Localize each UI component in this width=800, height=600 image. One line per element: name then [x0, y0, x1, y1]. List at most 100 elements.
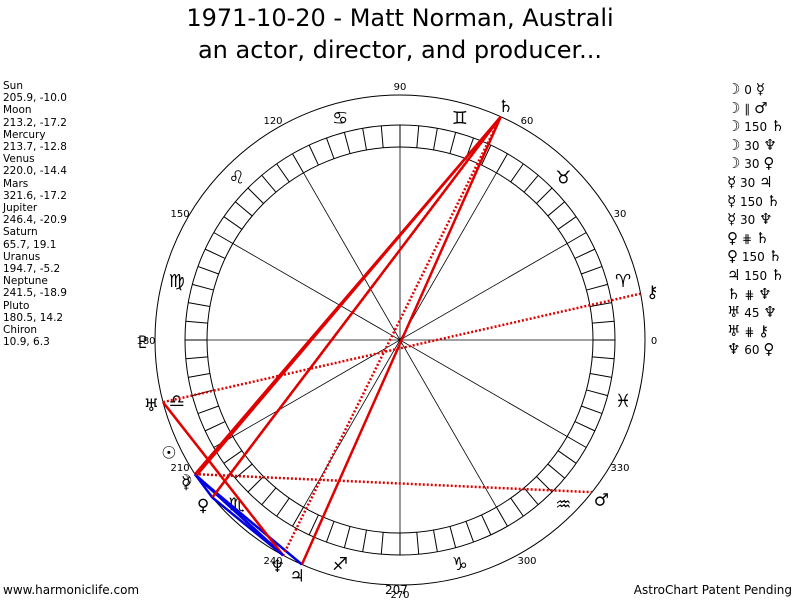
- aspect-row: ♆ 60 ♀: [727, 340, 784, 359]
- degree-tick: [362, 128, 367, 151]
- degree-tick: [592, 356, 615, 360]
- aspect-planet-a-icon: ☽: [727, 135, 741, 154]
- degree-tick: [325, 521, 335, 543]
- degree-tick: [581, 405, 603, 415]
- degree-tick: [566, 232, 587, 244]
- aspect-planet-a-icon: ♅: [727, 303, 741, 322]
- outer-circle: [154, 94, 646, 586]
- planet-name: Saturn: [3, 226, 38, 239]
- degree-label: 90: [394, 82, 407, 93]
- aspect-planet-a-icon: ☽: [727, 154, 741, 173]
- planet-coords: 213.2, -17.2: [3, 116, 67, 129]
- planet-coords: 321.6, -17.2: [3, 189, 67, 202]
- aspect-planet-b-icon: ♄: [771, 265, 785, 284]
- planet-coords: 194.7, -5.2: [3, 263, 61, 276]
- degree-label: 300: [517, 556, 536, 567]
- degree-label: 30: [614, 209, 627, 220]
- degree-tick: [433, 529, 438, 552]
- aspect-row: ☿ 30 ♆: [727, 210, 784, 229]
- aspect-line: [300, 116, 502, 566]
- wheel-bottom-label: 207: [385, 583, 408, 597]
- degree-tick: [581, 265, 603, 275]
- aspect-planet-a-icon: ♄: [727, 284, 741, 303]
- degree-tick: [536, 476, 553, 493]
- planet-name: Pluto: [3, 299, 30, 312]
- planet-name: Chiron: [3, 324, 38, 337]
- aspect-row: ☿ 150 ♄: [727, 192, 784, 211]
- degree-tick: [557, 216, 577, 230]
- degree-tick: [465, 521, 475, 543]
- planet-name: Mercury: [3, 128, 46, 141]
- degree-label: 180: [136, 336, 155, 347]
- degree-tick: [589, 302, 612, 307]
- zodiac-sign-icon: ♌: [229, 168, 245, 189]
- degree-tick: [574, 248, 596, 259]
- aspect-planet-b-icon: ♂: [754, 98, 768, 117]
- zodiac-sign-icon: ♊: [452, 108, 468, 129]
- zodiac-sign-icon: ♓: [615, 391, 631, 412]
- aspect-row: ☿ 30 ♃: [727, 173, 784, 192]
- zodiac-sign-icon: ♋: [332, 108, 348, 129]
- planet-coords: 241.5, -18.9: [3, 287, 67, 300]
- degree-label: 120: [263, 116, 282, 127]
- aspect-line: [281, 116, 502, 556]
- degree-tick: [223, 450, 243, 464]
- aspect-planet-b-icon: ♀: [763, 154, 775, 173]
- degree-label: 270: [390, 590, 409, 600]
- planet-name: Uranus: [3, 250, 41, 263]
- aspect-angle: ⋕: [738, 231, 756, 246]
- planet-glyph-icon: ♅: [144, 396, 159, 416]
- degree-tick: [292, 153, 304, 174]
- degree-tick: [234, 201, 253, 217]
- aspect-planet-a-icon: ♃: [727, 265, 741, 284]
- planet-name: Sun: [3, 80, 23, 92]
- aspect-row: ☽ 150 ♄: [727, 117, 784, 136]
- degree-tick: [292, 506, 304, 527]
- degree-tick: [276, 163, 290, 183]
- aspect-planet-a-icon: ♅: [727, 321, 741, 340]
- planet-glyph-icon: ♃: [289, 567, 304, 587]
- aspect-planet-a-icon: ☿: [727, 172, 737, 191]
- degree-tick: [547, 201, 566, 217]
- planet-glyph-icon: ♄: [498, 97, 513, 117]
- aspect-row: ♅ ⋕ ⚷: [727, 322, 784, 341]
- planet-name: Jupiter: [3, 202, 38, 215]
- aspect-line: [211, 496, 284, 557]
- degree-tick: [204, 248, 226, 259]
- aspect-angle: 30: [736, 213, 760, 228]
- zodiac-sign-icon: ♐: [332, 554, 348, 575]
- degree-tick: [223, 216, 243, 230]
- degree-tick: [380, 125, 384, 148]
- aspect-planet-a-icon: ☽: [727, 117, 741, 136]
- degree-tick: [433, 128, 438, 151]
- zodiac-sign-icon: ♎: [169, 391, 185, 412]
- degree-tick: [547, 463, 566, 479]
- aspect-angle: 30: [740, 157, 764, 172]
- planet-coords: 65.7, 19.1: [3, 238, 57, 251]
- degree-label: 60: [521, 116, 534, 127]
- website-link[interactable]: www.harmoniclife.com: [3, 583, 140, 597]
- aspect-planet-b-icon: ♄: [771, 117, 785, 136]
- page-title: 1971-10-20 - Matt Norman, Australi: [186, 4, 614, 32]
- degree-tick: [449, 526, 457, 548]
- degree-tick: [234, 463, 253, 479]
- zodiac-sign-icon: ♍: [169, 271, 185, 292]
- degree-tick: [589, 373, 612, 378]
- aspect-planet-b-icon: ♃: [759, 172, 773, 191]
- aspect-planet-b-icon: ☿: [755, 80, 765, 98]
- planet-coords: 213.7, -12.8: [3, 141, 67, 154]
- aspect-angle: 150: [738, 250, 769, 265]
- degree-tick: [276, 497, 290, 517]
- patent-notice: AstroChart Patent Pending: [633, 583, 792, 597]
- degree-tick: [247, 187, 264, 204]
- page-subtitle: an actor, director, and producer...: [197, 36, 603, 64]
- aspect-angle: 60: [740, 343, 764, 358]
- aspect-row: ♃ 150 ♄: [727, 266, 784, 285]
- zodiac-sign-icon: ♉: [555, 168, 571, 189]
- degree-tick: [188, 302, 211, 307]
- degree-tick: [586, 283, 608, 291]
- degree-tick: [536, 187, 553, 204]
- degree-tick: [380, 532, 384, 555]
- degree-tick: [188, 373, 211, 378]
- planet-coords: 10.9, 6.3: [3, 336, 50, 349]
